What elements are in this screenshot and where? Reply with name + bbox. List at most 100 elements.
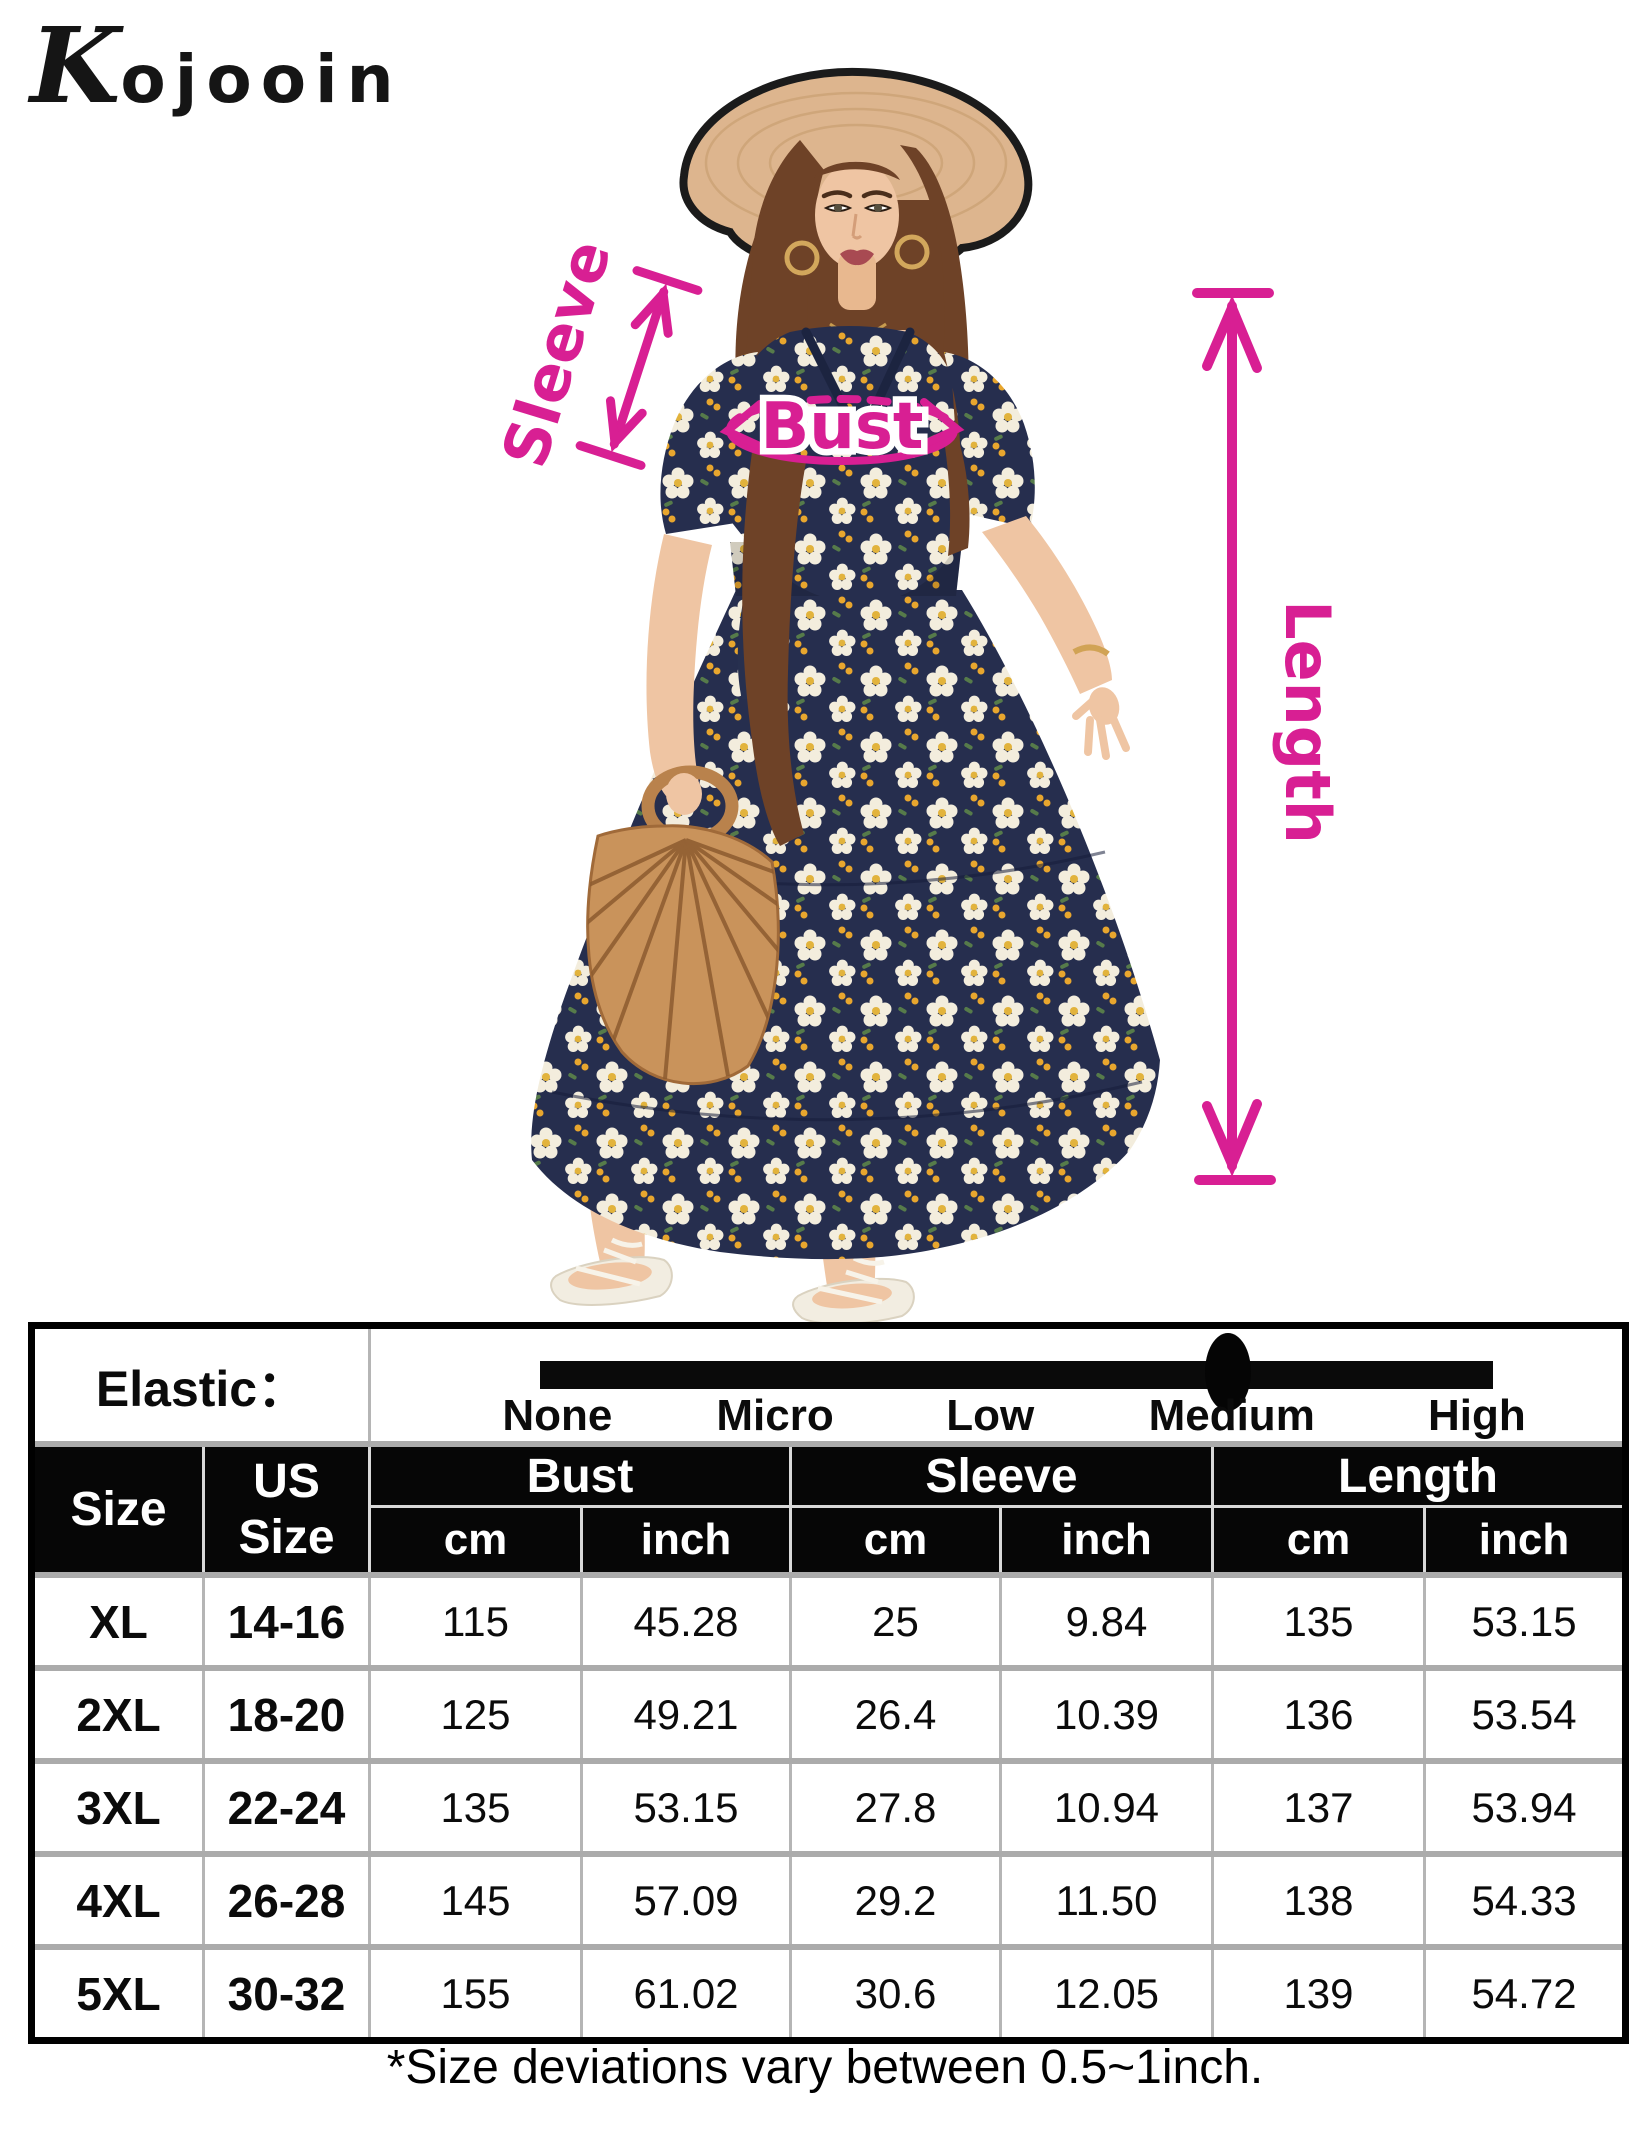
us-size-cell: 18-20 — [202, 1665, 371, 1763]
length-annotation: Length — [1192, 288, 1344, 1185]
earring-left-icon — [784, 240, 820, 276]
unit-bust-inch: inch — [580, 1505, 792, 1577]
measurement-cell: 53.15 — [1422, 1572, 1628, 1670]
unit-length-inch: inch — [1422, 1505, 1628, 1577]
brand-logo-text: ojooin — [120, 41, 403, 118]
measurement-cell: 145 — [368, 1851, 583, 1949]
model-left-hand — [666, 773, 702, 815]
measurement-cell: 27.8 — [789, 1758, 1002, 1856]
model-left-arm — [646, 534, 712, 796]
size-table-body: XL 14-16 115 45.28 25 9.84 135 53.15 2XL 18-20 125… — [30, 1572, 1628, 2042]
us-size-cell: 22-24 — [202, 1758, 371, 1856]
measurement-cell: 137 — [1211, 1758, 1426, 1856]
size-chart-table: Elastic： None Micro Low Medium High Size US … — [28, 1322, 1630, 2044]
measurement-cell: 10.94 — [999, 1758, 1214, 1856]
measurement-cell: 136 — [1211, 1665, 1426, 1763]
elastic-option-high: High — [1428, 1391, 1526, 1440]
sleeve-left — [660, 352, 758, 534]
earring-right-icon — [894, 234, 930, 270]
sandals-icon — [550, 1237, 915, 1325]
measurement-cell: 138 — [1211, 1851, 1426, 1949]
elastic-option-low: Low — [946, 1391, 1035, 1440]
measurement-cell: 54.33 — [1422, 1851, 1628, 1949]
measurement-cell: 11.50 — [999, 1851, 1214, 1949]
measurement-cell: 53.94 — [1422, 1758, 1628, 1856]
measurement-cell: 135 — [1211, 1572, 1426, 1670]
size-table-row: XL 14-16 115 45.28 25 9.84 135 53.15 — [30, 1572, 1628, 1670]
header-us-size: US Size — [202, 1442, 371, 1577]
table-header-row: Size US Size Bust Sleeve Length — [30, 1442, 1628, 1577]
sleeve-annotation: Sleeve — [488, 232, 703, 476]
elastic-option-medium: Medium — [1148, 1391, 1315, 1440]
size-cell: 2XL — [30, 1665, 205, 1763]
measurement-cell: 135 — [368, 1758, 583, 1856]
bust-annotation-label: Bust — [760, 390, 923, 464]
measurement-cell: 29.2 — [789, 1851, 1002, 1949]
us-size-cell: 26-28 — [202, 1851, 371, 1949]
measurement-cell: 61.02 — [580, 1944, 792, 2042]
measurement-cell: 30.6 — [789, 1944, 1002, 2042]
measurement-cell: 25 — [789, 1572, 1002, 1670]
size-deviation-note: *Size deviations vary between 0.5~1inch. — [386, 2041, 1264, 2094]
bracelet-icon — [1072, 644, 1110, 657]
model-hair-strand — [742, 452, 806, 846]
unit-sleeve-cm: cm — [789, 1505, 1002, 1577]
size-table-row: 2XL 18-20 125 49.21 26.4 10.39 136 53.54 — [30, 1665, 1628, 1763]
measurement-cell: 155 — [368, 1944, 583, 2042]
elastic-scale-knob — [1204, 1333, 1251, 1411]
measurement-cell: 49.21 — [580, 1665, 792, 1763]
header-sleeve: Sleeve — [789, 1442, 1214, 1508]
elastic-label: Elastic： — [30, 1324, 371, 1447]
elastic-option-none: None — [502, 1391, 613, 1440]
size-table-row: 4XL 26-28 145 57.09 29.2 11.50 138 54.33 — [30, 1851, 1628, 1949]
measurement-cell: 125 — [368, 1665, 583, 1763]
bust-arrow-right-icon — [916, 398, 965, 450]
brand-logo-initial: K — [30, 4, 121, 127]
bust-arrow-left-icon — [719, 400, 768, 452]
us-size-cell: 14-16 — [202, 1572, 371, 1670]
length-annotation-label: Length — [1271, 600, 1344, 844]
model-face — [814, 161, 900, 310]
elastic-option-micro: Micro — [716, 1391, 834, 1440]
measurement-cell: 115 — [368, 1572, 583, 1670]
measurement-cell: 53.54 — [1422, 1665, 1628, 1763]
measurement-cell: 54.72 — [1422, 1944, 1628, 2042]
measurement-cell: 9.84 — [999, 1572, 1214, 1670]
sleeve-measure-arrow-icon — [575, 266, 703, 470]
table-unit-row: cm inch cm inch cm inch — [32, 1505, 1628, 1577]
elastic-scale-labels: None Micro Low Medium High — [371, 1329, 1622, 1441]
unit-sleeve-inch: inch — [999, 1505, 1214, 1577]
measurement-cell: 139 — [1211, 1944, 1426, 2042]
bamboo-bag-icon — [586, 765, 780, 1085]
elastic-row: Elastic： None Micro Low Medium High — [30, 1324, 1628, 1447]
sleeve-annotation-label: Sleeve — [488, 232, 626, 476]
bust-annotation: Bust — [719, 384, 965, 471]
elastic-scale: None Micro Low Medium High — [367, 1324, 1628, 1447]
measurement-cell: 53.15 — [580, 1758, 792, 1856]
measurement-cell: 26.4 — [789, 1665, 1002, 1763]
header-bust: Bust — [368, 1442, 792, 1508]
size-cell: 3XL — [30, 1758, 205, 1856]
measurement-cell: 57.09 — [580, 1851, 792, 1949]
us-size-cell: 30-32 — [202, 1944, 371, 2042]
size-table-row: 5XL 30-32 155 61.02 30.6 12.05 139 54.72 — [30, 1944, 1628, 2042]
unit-length-cm: cm — [1211, 1505, 1426, 1577]
measurement-cell: 45.28 — [580, 1572, 792, 1670]
length-arrow-up-icon — [1202, 295, 1262, 373]
size-table-row: 3XL 22-24 135 53.15 27.8 10.94 137 53.94 — [30, 1758, 1628, 1856]
measurement-cell: 12.05 — [999, 1944, 1214, 2042]
product-photo: Sleeve Bust Length — [488, 67, 1344, 1325]
model-hair-strand-right — [944, 438, 970, 556]
elastic-scale-track — [539, 1361, 1494, 1389]
length-arrow-down-icon — [1202, 1099, 1262, 1177]
header-length: Length — [1210, 1442, 1628, 1508]
size-cell: XL — [30, 1572, 205, 1670]
size-cell: 4XL — [30, 1851, 205, 1949]
measurement-cell: 10.39 — [999, 1665, 1214, 1763]
header-size: Size — [30, 1442, 205, 1577]
size-cell: 5XL — [30, 1944, 205, 2042]
model-right-arm — [982, 516, 1130, 760]
unit-bust-cm: cm — [368, 1505, 583, 1577]
